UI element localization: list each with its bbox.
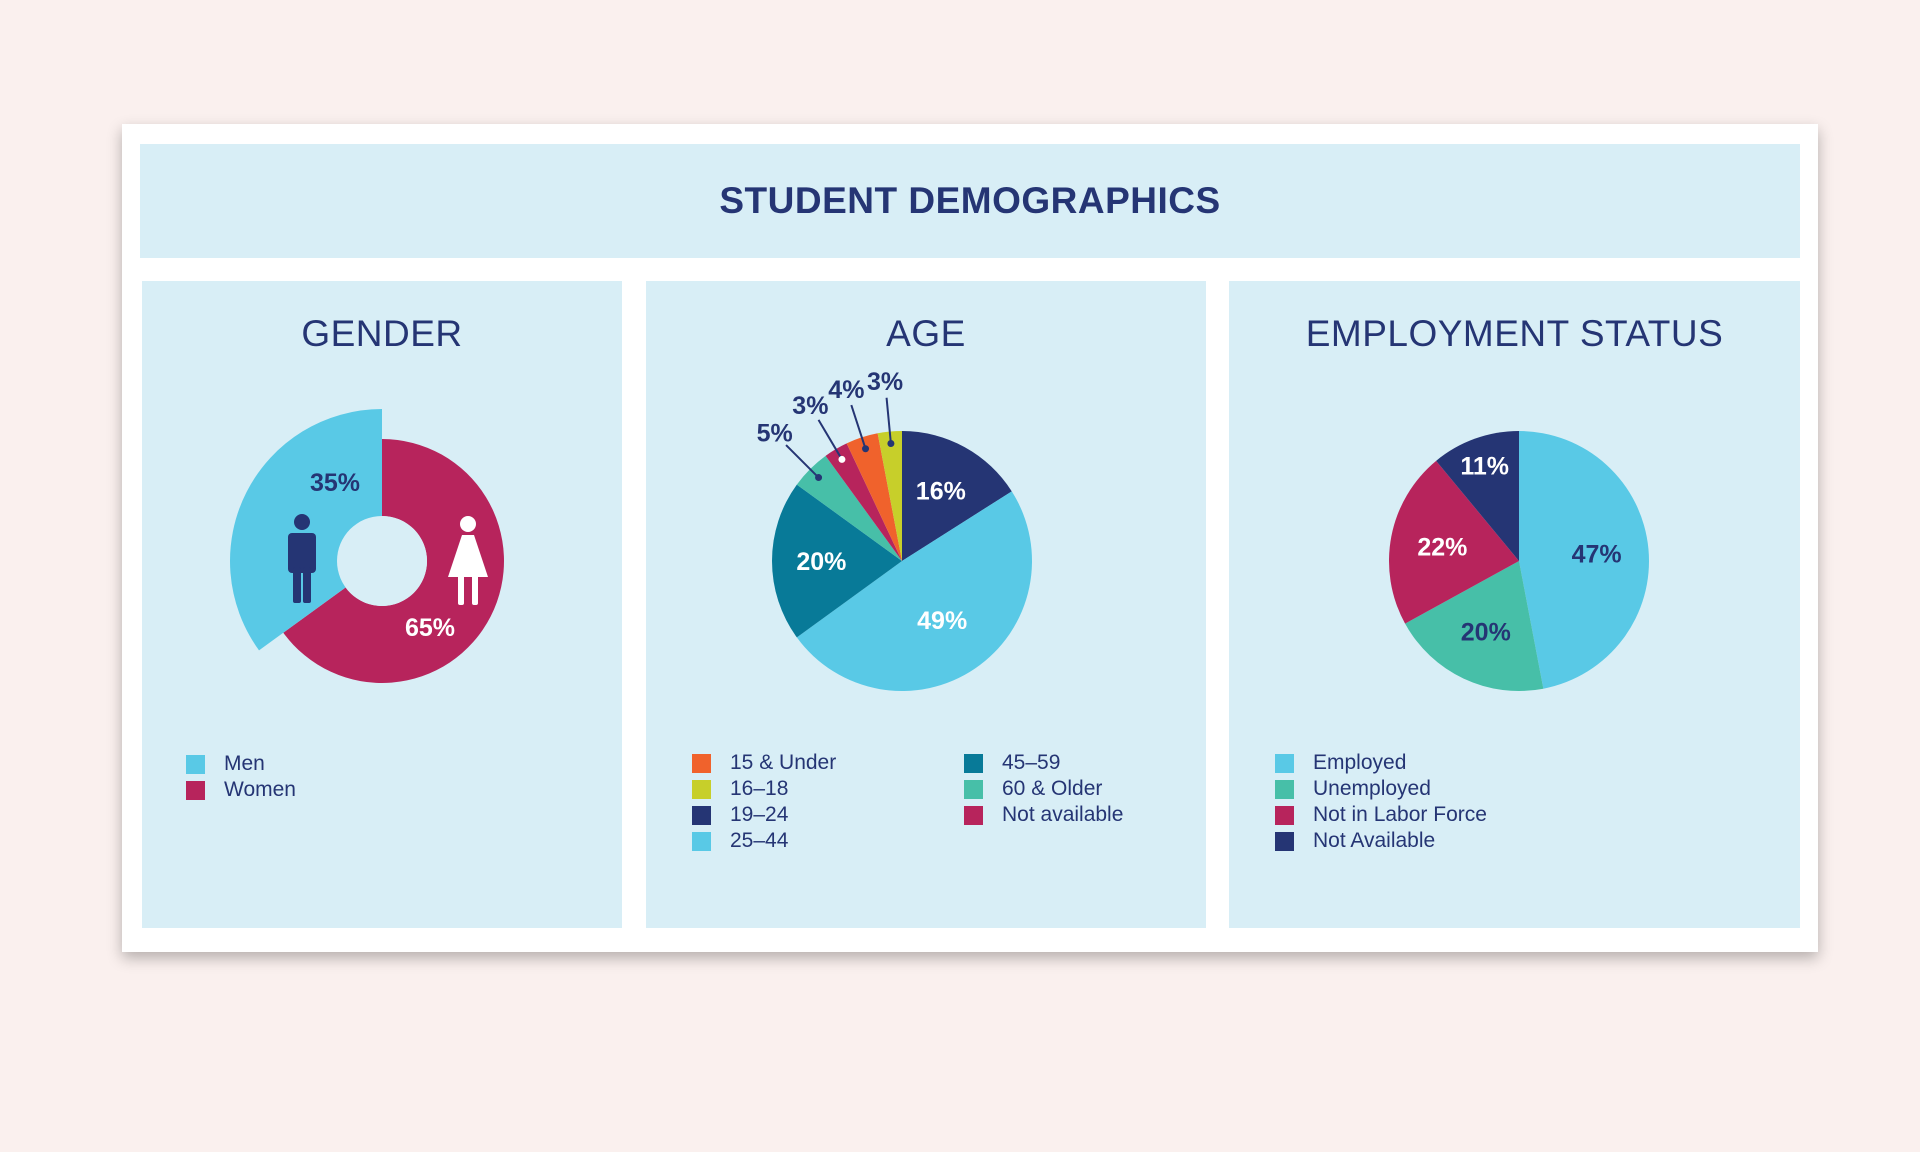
label-60-older: 5% bbox=[757, 420, 793, 448]
age-pie-chart: 16%49%20%5%3%4% 3% bbox=[757, 368, 1033, 692]
callout-dot bbox=[887, 440, 895, 448]
callout-dot bbox=[862, 445, 870, 453]
legend-label: Not in Labor Force bbox=[1313, 803, 1487, 826]
age-legend-item-60-older: 60 & Older bbox=[964, 776, 1123, 802]
legend-swatch bbox=[186, 780, 205, 800]
slice-25-44 bbox=[796, 491, 1033, 692]
label-not-available: 11% bbox=[1460, 453, 1509, 481]
legend-label: 16–18 bbox=[730, 777, 789, 800]
age-legend-item-19-24: 19–24 bbox=[692, 802, 836, 828]
legend-swatch bbox=[1275, 753, 1294, 773]
slice-15-under bbox=[846, 433, 902, 561]
slice-not-in-labor-force bbox=[1389, 460, 1519, 624]
callout-line bbox=[785, 444, 820, 479]
legend-swatch bbox=[692, 805, 711, 825]
donut-hole bbox=[337, 516, 427, 606]
legend-label: Women bbox=[224, 778, 296, 801]
legend-label: Employed bbox=[1313, 751, 1407, 774]
label-women: 65% bbox=[405, 614, 455, 642]
age-panel: AGE 16% 49% 20% 5% 3% 4% 3% 15 & Under 16–18 19–… bbox=[646, 281, 1206, 928]
age-title: AGE bbox=[886, 313, 966, 354]
legend-swatch bbox=[1275, 831, 1294, 851]
legend-swatch bbox=[964, 753, 983, 773]
legend-label: Unemployed bbox=[1313, 777, 1431, 800]
label-25-44: 49% bbox=[917, 607, 967, 635]
age-legend-item-45-59: 45–59 bbox=[964, 750, 1123, 776]
age-legend-item-15-under: 15 & Under bbox=[692, 750, 836, 776]
label-not-in-labor-force: 22% bbox=[1417, 533, 1467, 561]
label-unemployed: 20% bbox=[1461, 619, 1511, 647]
gender-title: GENDER bbox=[301, 313, 463, 354]
legend-swatch bbox=[692, 753, 711, 773]
legend-label: 15 & Under bbox=[730, 751, 837, 774]
legend-swatch bbox=[964, 805, 983, 825]
gender-donut-chart: 35% 65% bbox=[230, 409, 504, 683]
gender-panel: GENDER 35% 65% Men Women bbox=[142, 281, 622, 928]
slice-women bbox=[283, 439, 504, 683]
employment-pie-chart: 47% 20% 22% 11% bbox=[1389, 431, 1649, 691]
slice-employed bbox=[1519, 431, 1649, 689]
slice-45-59 bbox=[772, 484, 902, 638]
man-icon bbox=[288, 514, 316, 603]
legend-label: 45–59 bbox=[1002, 751, 1061, 774]
legend-label: 60 & Older bbox=[1002, 777, 1103, 800]
callout-line bbox=[817, 419, 843, 460]
slice-unemployed bbox=[1405, 561, 1544, 691]
age-legend-item-25-44: 25–44 bbox=[692, 828, 836, 854]
age-legend-item-16-18: 16–18 bbox=[692, 776, 836, 802]
legend-swatch bbox=[692, 831, 711, 851]
label-not-available: 3% bbox=[792, 392, 828, 420]
callout-line bbox=[885, 397, 892, 444]
demographics-card: STUDENT DEMOGRAPHICS GENDER 35% 65% Men Wo… bbox=[122, 124, 1818, 952]
callout-dot bbox=[838, 455, 846, 463]
employment-legend-item-unemployed: Unemployed bbox=[1275, 776, 1487, 802]
legend-label: 25–44 bbox=[730, 829, 789, 852]
slice-19-24 bbox=[902, 431, 1012, 561]
label-men: 35% bbox=[310, 469, 360, 497]
employment-title: EMPLOYMENT STATUS bbox=[1305, 313, 1724, 354]
gender-legend-item-women: Women bbox=[186, 777, 296, 803]
age-legend-right: 45–59 60 & Older Not available bbox=[964, 750, 1123, 828]
slice-men bbox=[230, 409, 382, 651]
page-title: STUDENT DEMOGRAPHICS bbox=[719, 180, 1221, 221]
age-legend-item-not-available: Not available bbox=[964, 802, 1123, 828]
employment-legend-item-not-in-labor-force: Not in Labor Force bbox=[1275, 802, 1487, 828]
legend-label: Not available bbox=[1002, 803, 1124, 826]
label-45-59: 20% bbox=[796, 548, 846, 576]
label-16-18: 3% bbox=[867, 368, 903, 396]
legend-swatch bbox=[964, 779, 983, 799]
legend-label: Not Available bbox=[1313, 829, 1436, 852]
employment-legend-item-not-available: Not Available bbox=[1275, 828, 1487, 854]
employment-legend-item-employed: Employed bbox=[1275, 750, 1487, 776]
slice-not-available bbox=[825, 443, 902, 561]
woman-icon bbox=[448, 516, 488, 605]
slice-16-18 bbox=[877, 431, 902, 561]
legend-label: Men bbox=[224, 752, 265, 775]
legend-label: 19–24 bbox=[730, 803, 789, 826]
gender-legend-item-men: Men bbox=[186, 751, 296, 777]
gender-legend: Men Women bbox=[186, 751, 296, 803]
label-19-24: 16% bbox=[916, 477, 966, 505]
title-banner: STUDENT DEMOGRAPHICS bbox=[140, 144, 1800, 258]
employment-panel: EMPLOYMENT STATUS 47% 20% 22% 11% Employed U… bbox=[1229, 281, 1800, 928]
employment-legend: Employed Unemployed Not in Labor Force Not … bbox=[1275, 750, 1487, 854]
slice-60-older bbox=[796, 455, 902, 561]
legend-swatch bbox=[186, 754, 205, 774]
age-legend-left: 15 & Under 16–18 19–24 25–44 bbox=[692, 750, 836, 854]
slice-not-available bbox=[1436, 431, 1519, 561]
legend-swatch bbox=[692, 779, 711, 799]
label-employed: 47% bbox=[1572, 541, 1622, 569]
legend-swatch bbox=[1275, 779, 1294, 799]
callout-dot bbox=[815, 474, 823, 482]
label-15-under: 4% bbox=[828, 376, 864, 404]
callout-line bbox=[850, 404, 867, 450]
legend-swatch bbox=[1275, 805, 1294, 825]
